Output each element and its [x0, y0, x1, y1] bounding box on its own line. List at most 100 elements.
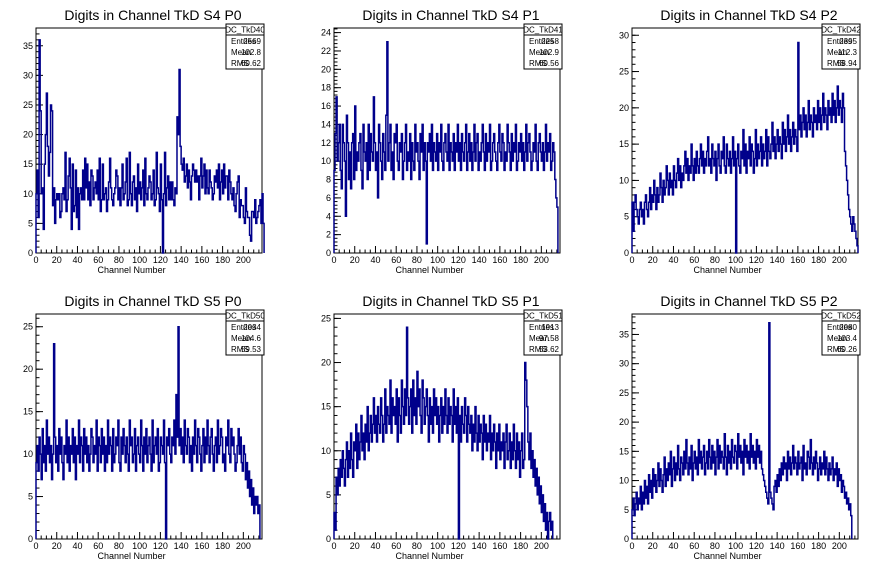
stats-value-rms: 60.26: [837, 345, 858, 354]
x-tick-label: 80: [114, 255, 124, 265]
stats-name: DC_TkD40: [225, 26, 265, 35]
y-tick-label: 5: [624, 505, 629, 515]
y-tick-label: 0: [624, 248, 629, 258]
histogram-line: [333, 326, 554, 540]
stats-label-mean: Mean: [529, 334, 549, 343]
y-tick-label: 18: [321, 83, 331, 93]
y-tick-label: 4: [326, 211, 331, 221]
histogram-series: [631, 322, 853, 539]
x-tick-label: 160: [492, 541, 507, 551]
y-tick-label: 0: [326, 534, 331, 544]
chart-title: Digits in Channel TkD S4 P2: [660, 7, 837, 23]
x-tick-label: 100: [728, 255, 743, 265]
y-tick-label: 20: [619, 103, 629, 113]
x-tick-label: 160: [194, 541, 209, 551]
x-axis-label: Channel Number: [396, 551, 464, 561]
x-tick-label: 20: [52, 541, 62, 551]
x-axis-label: Channel Number: [396, 265, 464, 275]
x-tick-label: 20: [52, 255, 62, 265]
x-tick-label: 200: [832, 541, 847, 551]
histogram-line: [333, 41, 559, 253]
stats-value-mean: 102.8: [241, 48, 262, 57]
y-tick-label: 24: [321, 28, 331, 38]
stats-box-frame: [523, 23, 563, 70]
y-tick-label: 15: [23, 407, 33, 417]
plot-frame: [631, 313, 859, 540]
stats-label-entries: Entries: [231, 37, 256, 46]
stats-value-entries: 2569: [243, 37, 261, 46]
y-tick-label: 25: [23, 100, 33, 110]
x-tick-label: 160: [790, 541, 805, 551]
stats-label-rms: RMS: [827, 345, 845, 354]
x-tick-label: 40: [370, 541, 380, 551]
stats-value-entries: 2080: [839, 323, 857, 332]
x-tick-label: 160: [790, 255, 805, 265]
y-tick-label: 8: [326, 175, 331, 185]
x-tick-label: 140: [472, 541, 487, 551]
histogram-series: [333, 326, 554, 540]
y-tick-label: 25: [619, 388, 629, 398]
x-tick-label: 80: [412, 255, 422, 265]
y-tick-label: 5: [624, 212, 629, 222]
x-tick-label: 140: [472, 255, 487, 265]
stats-label-rms: RMS: [529, 59, 547, 68]
y-tick-label: 10: [619, 175, 629, 185]
stats-label-mean: Mean: [231, 334, 251, 343]
x-tick-label: 140: [770, 541, 785, 551]
y-tick-label: 20: [321, 358, 331, 368]
x-tick-label: 40: [668, 255, 678, 265]
y-tick-label: 0: [624, 534, 629, 544]
y-tick-label: 5: [28, 492, 33, 502]
stats-value-entries: 2258: [541, 37, 559, 46]
x-tick-label: 120: [451, 541, 466, 551]
chart-title: Digits in Channel TkD S4 P1: [362, 7, 539, 23]
x-tick-label: 120: [749, 541, 764, 551]
histogram-panel-s4-p2: Digits in Channel TkD S4 P2 0 20 40 60 80 100 1…: [596, 0, 896, 286]
x-tick-label: 100: [132, 255, 147, 265]
y-tick-label: 10: [619, 476, 629, 486]
stats-label-rms: RMS: [529, 345, 547, 354]
chart-title: Digits in Channel TkD S5 P1: [362, 293, 539, 309]
histogram-panel-s5-p2: Digits in Channel TkD S5 P2 0 20 40 60 80 100 1…: [596, 286, 896, 572]
y-tick-label: 16: [321, 101, 331, 111]
x-tick-label: 200: [534, 255, 549, 265]
y-tick-label: 35: [23, 41, 33, 51]
stats-name: DC_TkD41: [523, 26, 563, 35]
x-tick-label: 180: [811, 255, 826, 265]
y-tick-label: 10: [23, 189, 33, 199]
x-tick-label: 60: [391, 255, 401, 265]
x-tick-label: 160: [492, 255, 507, 265]
y-tick-label: 22: [321, 46, 331, 56]
y-tick-label: 25: [23, 322, 33, 332]
x-tick-label: 0: [33, 255, 38, 265]
x-tick-label: 80: [710, 541, 720, 551]
x-tick-label: 180: [513, 255, 528, 265]
x-tick-label: 120: [153, 255, 168, 265]
y-tick-label: 30: [619, 30, 629, 40]
histogram-panel-s4-p0: Digits in Channel TkD S4 P0 0 20 40 60 80 100 1…: [0, 0, 298, 286]
stats-label-mean: Mean: [231, 48, 251, 57]
stats-label-entries: Entries: [529, 323, 554, 332]
x-tick-label: 200: [236, 255, 251, 265]
y-tick-label: 15: [619, 139, 629, 149]
y-tick-label: 0: [28, 534, 33, 544]
x-tick-label: 80: [114, 541, 124, 551]
y-tick-label: 5: [28, 218, 33, 228]
chart-title: Digits in Channel TkD S4 P0: [64, 7, 241, 23]
y-tick-label: 12: [321, 138, 331, 148]
histogram-chart-s5-p2: Digits in Channel TkD S5 P20 20 40 60 80 100 1…: [619, 293, 861, 561]
x-tick-label: 140: [770, 255, 785, 265]
y-tick-label: 14: [321, 119, 331, 129]
stats-value-rms: 60.62: [241, 59, 262, 68]
histogram-chart-s4-p0: Digits in Channel TkD S4 P00 20 40 60 80 100 1…: [23, 7, 265, 275]
x-tick-label: 40: [370, 255, 380, 265]
x-tick-label: 120: [749, 255, 764, 265]
plot-frame: [631, 27, 859, 254]
x-tick-label: 80: [710, 255, 720, 265]
histogram-chart-s4-p2: Digits in Channel TkD S4 P20 20 40 60 80 100 1…: [619, 7, 861, 275]
stats-label-entries: Entries: [231, 323, 256, 332]
x-tick-label: 100: [430, 541, 445, 551]
x-tick-label: 200: [534, 541, 549, 551]
